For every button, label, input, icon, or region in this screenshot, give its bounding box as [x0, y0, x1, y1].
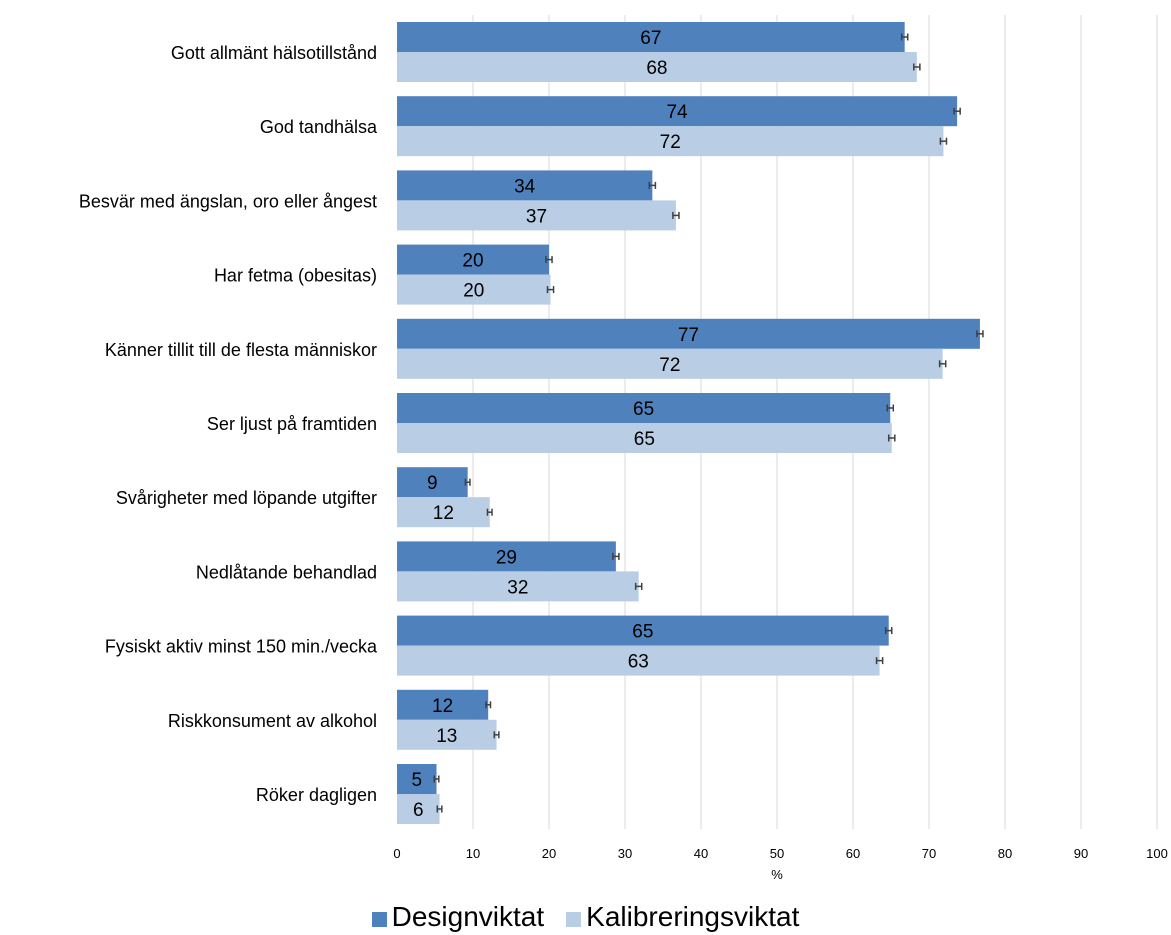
bar-designviktat-6 [397, 467, 468, 498]
data-label: 65 [632, 622, 653, 643]
data-label: 34 [514, 176, 536, 197]
data-label: 72 [659, 355, 680, 376]
bar-designviktat-5 [397, 393, 891, 423]
x-axis-title: % [771, 867, 783, 882]
data-label: 65 [634, 429, 655, 450]
data-label: 29 [496, 547, 517, 568]
legend-item-kalibreringsviktat: Kalibreringsviktat [566, 900, 799, 934]
data-label: 72 [660, 132, 681, 153]
bar-kalibreringsviktat-7 [397, 571, 639, 602]
bar-designviktat-3 [397, 244, 549, 275]
bar-kalibreringsviktat-0 [397, 52, 917, 82]
bar-designviktat-7 [397, 541, 616, 572]
bar-kalibreringsviktat-1 [397, 126, 944, 157]
data-label: 20 [463, 281, 484, 302]
x-tick-label: 90 [1074, 846, 1088, 861]
data-label: 74 [666, 102, 688, 123]
data-label: 12 [433, 503, 454, 524]
legend-swatch-designviktat [371, 911, 387, 927]
bar-designviktat-4 [397, 318, 980, 349]
bar-kalibreringsviktat-5 [397, 423, 892, 453]
data-label: 65 [633, 399, 654, 420]
data-label: 5 [411, 770, 422, 791]
bar-kalibreringsviktat-6 [397, 497, 490, 528]
legend: Designviktat Kalibreringsviktat [0, 900, 1171, 935]
data-label: 32 [507, 577, 528, 598]
bar-designviktat-1 [397, 96, 958, 127]
x-tick-label: 70 [922, 846, 936, 861]
data-label: 68 [646, 58, 667, 79]
data-label: 12 [432, 696, 453, 717]
category-label: Känner tillit till de flesta människor [105, 340, 377, 360]
x-tick-label: 0 [393, 846, 400, 861]
bar-kalibreringsviktat-2 [397, 200, 676, 231]
bar-kalibreringsviktat-4 [397, 348, 943, 379]
data-label: 77 [678, 325, 699, 346]
category-label: Fysiskt aktiv minst 150 min./vecka [105, 637, 378, 657]
legend-label-designviktat: Designviktat [391, 901, 545, 932]
x-tick-label: 100 [1146, 846, 1168, 861]
legend-item-designviktat: Designviktat [371, 900, 545, 934]
bar-chart: Gott allmänt hälsotillstånd 67 68 God tandh… [79, 15, 1168, 882]
data-label: 13 [436, 726, 457, 747]
data-label: 67 [640, 28, 661, 49]
legend-label-kalibreringsviktat: Kalibreringsviktat [586, 901, 800, 932]
category-label: Röker dagligen [256, 785, 377, 805]
bar-kalibreringsviktat-9 [397, 719, 497, 750]
data-label: 6 [413, 800, 424, 821]
x-tick-label: 80 [998, 846, 1012, 861]
x-tick-label: 60 [846, 846, 860, 861]
bar-designviktat-8 [397, 615, 889, 646]
x-tick-label: 40 [694, 846, 708, 861]
category-label: Har fetma (obesitas) [214, 266, 377, 286]
data-label: 9 [427, 473, 438, 494]
bar-designviktat-0 [397, 22, 905, 52]
x-tick-label: 50 [770, 846, 784, 861]
x-tick-label: 10 [466, 846, 480, 861]
category-label: Svårigheter med löpande utgifter [116, 488, 377, 508]
bar-designviktat-9 [397, 689, 489, 720]
category-label: God tandhälsa [260, 117, 378, 137]
category-label: Gott allmänt hälsotillstånd [171, 43, 377, 63]
data-label: 63 [628, 652, 649, 673]
category-label: Riskkonsument av alkohol [168, 711, 377, 731]
category-label: Ser ljust på framtiden [207, 414, 377, 434]
x-tick-label: 30 [618, 846, 632, 861]
category-label: Besvär med ängslan, oro eller ångest [79, 191, 377, 211]
bar-kalibreringsviktat-3 [397, 274, 551, 305]
data-label: 37 [526, 206, 547, 227]
x-tick-label: 20 [542, 846, 556, 861]
bar-kalibreringsviktat-10 [397, 794, 440, 824]
bar-designviktat-10 [397, 764, 437, 794]
bar-kalibreringsviktat-8 [397, 645, 880, 676]
legend-swatch-kalibreringsviktat [566, 911, 582, 927]
category-label: Nedlåtande behandlad [196, 562, 377, 582]
bar-designviktat-2 [397, 170, 653, 201]
data-label: 20 [462, 251, 483, 272]
